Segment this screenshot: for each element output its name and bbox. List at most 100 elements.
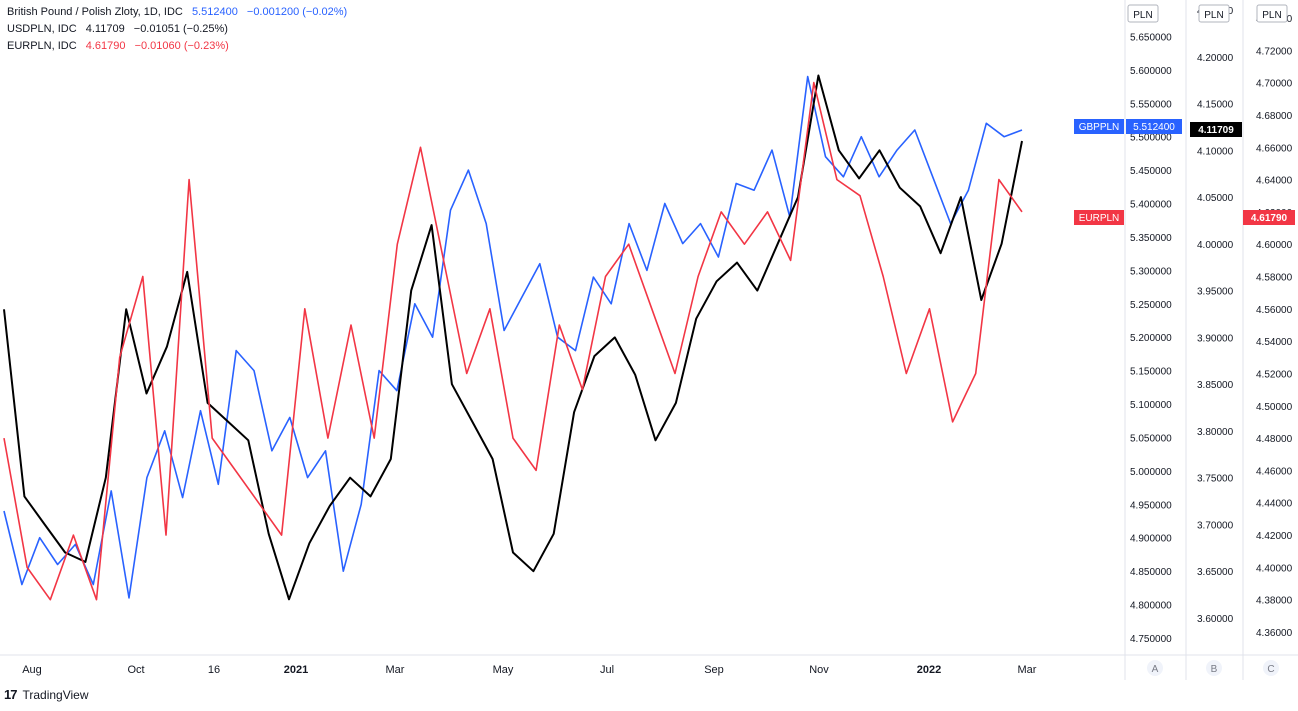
series-layer [3, 74, 1023, 601]
axis-a-letter: A [1152, 664, 1159, 675]
axis-a-tick-1: 4.800000 [1130, 601, 1172, 612]
axis-c-tick-16: 4.68000 [1256, 111, 1293, 122]
axis-a-tick-2: 4.850000 [1130, 567, 1172, 578]
usdpln-price-badge-text: 4.11709 [1198, 125, 1234, 136]
x-tick-label-8: Nov [809, 664, 829, 676]
axis-layer: 4.750000 4.800000 4.850000 4.900000 4.950000… [22, 6, 1292, 676]
axis-c-tick-3: 4.42000 [1256, 531, 1293, 542]
currency-label-b: PLN [1204, 10, 1223, 21]
x-tick-label-5: May [493, 664, 514, 676]
axis-b-tick-8: 4.00000 [1197, 240, 1234, 251]
legend-row-gbppln[interactable]: British Pound / Polish Zloty, 1D, IDC 5.… [7, 4, 353, 21]
axis-c-tick-8: 4.52000 [1256, 369, 1293, 380]
axis-c-tick-12: 4.60000 [1256, 240, 1293, 251]
legend-gbppln-change: −0.001200 (−0.02%) [246, 6, 348, 18]
axis-a-tick-9: 5.200000 [1130, 333, 1172, 344]
x-tick-label-10: Mar [1018, 664, 1037, 676]
axis-b-tick-6: 3.90000 [1197, 333, 1234, 344]
axis-c-tick-5: 4.46000 [1256, 466, 1293, 477]
axis-b-tick-9: 4.05000 [1197, 193, 1234, 204]
axis-c-letter: C [1267, 664, 1274, 675]
gbppln-name-badge [1074, 119, 1124, 134]
axis-b-tick-3: 3.75000 [1197, 474, 1234, 485]
legend-gbppln-label: British Pound / Polish Zloty, 1D, IDC [7, 6, 183, 18]
legend-row-usdpln[interactable]: USDPLN, IDC 4.11709 −0.01051 (−0.25%) [7, 21, 353, 38]
axis-a-tick-17: 5.600000 [1130, 66, 1172, 77]
x-tick-label-9: 2022 [917, 664, 941, 676]
currency-box-b[interactable] [1198, 4, 1230, 23]
axis-b-button[interactable] [1206, 660, 1222, 676]
axis-a-tick-5: 5.000000 [1130, 467, 1172, 478]
axis-a-tick-14: 5.450000 [1130, 166, 1172, 177]
gbppln-name-badge-text: GBPPLN [1079, 122, 1120, 133]
currency-label-a: PLN [1133, 10, 1152, 21]
gbppln-price-badge-text: 5.512400 [1133, 122, 1175, 133]
axis-a-tick-13: 5.400000 [1130, 200, 1172, 211]
tradingview-footer[interactable]: 17 TradingView [4, 687, 89, 702]
axis-c-tick-17: 4.70000 [1256, 79, 1293, 90]
axis-a-tick-8: 5.150000 [1130, 367, 1172, 378]
legend-usdpln-change: −0.01051 (−0.25%) [133, 23, 228, 35]
x-tick-label-2: 16 [208, 664, 220, 676]
axis-a-button[interactable] [1147, 660, 1163, 676]
series-line-usdpln [3, 74, 1023, 601]
series-line-gbppln [3, 75, 1023, 599]
axis-b-tick-10: 4.10000 [1197, 146, 1234, 157]
chart-legend: British Pound / Polish Zloty, 1D, IDC 5.… [7, 4, 353, 55]
axis-a-tick-10: 5.250000 [1130, 300, 1172, 311]
x-tick-label-6: Jul [600, 664, 614, 676]
currency-box-c[interactable] [1256, 4, 1288, 23]
axis-a-tick-6: 5.050000 [1130, 433, 1172, 444]
axis-c-tick-18: 4.72000 [1256, 46, 1293, 57]
eurpln-name-badge [1074, 210, 1124, 225]
axis-b-tick-2: 3.70000 [1197, 520, 1234, 531]
axis-a-tick-11: 5.300000 [1130, 266, 1172, 277]
axis-a-tick-18: 5.650000 [1130, 32, 1172, 43]
x-tick-label-0: Aug [22, 664, 42, 676]
legend-eurpln-label: EURPLN, IDC [7, 40, 77, 52]
x-tick-label-4: Mar [386, 664, 405, 676]
axis-a-tick-12: 5.350000 [1130, 233, 1172, 244]
axis-b-tick-0: 3.60000 [1197, 614, 1234, 625]
axis-b-tick-1: 3.65000 [1197, 567, 1234, 578]
axis-a-tick-0: 4.750000 [1130, 634, 1172, 645]
axis-a-tick-4: 4.950000 [1130, 500, 1172, 511]
axis-a-tick-16: 5.550000 [1130, 99, 1172, 110]
axis-c-tick-11: 4.58000 [1256, 273, 1293, 284]
eurpln-price-badge [1243, 210, 1295, 225]
series-line-eurpln [3, 81, 1023, 601]
axis-c-tick-14: 4.64000 [1256, 176, 1293, 187]
axis-c-tick-0: 4.36000 [1256, 628, 1293, 639]
axis-b-tick-11: 4.15000 [1197, 100, 1234, 111]
axis-b-tick-4: 3.80000 [1197, 427, 1234, 438]
x-tick-label-1: Oct [127, 664, 144, 676]
axis-c-tick-7: 4.50000 [1256, 402, 1293, 413]
eurpln-price-badge-text: 4.61790 [1251, 213, 1288, 224]
axis-b-tick-7: 3.95000 [1197, 287, 1234, 298]
axis-c-tick-6: 4.48000 [1256, 434, 1293, 445]
axis-a-tick-15: 5.500000 [1130, 133, 1172, 144]
axis-b-tick-5: 3.85000 [1197, 380, 1234, 391]
legend-row-eurpln[interactable]: EURPLN, IDC 4.61790 −0.01060 (−0.23%) [7, 38, 353, 55]
x-tick-label-7: Sep [704, 664, 724, 676]
axis-c-button[interactable] [1263, 660, 1279, 676]
currency-label-c: PLN [1262, 10, 1281, 21]
axis-c-tick-10: 4.56000 [1256, 305, 1293, 316]
tradingview-logo-icon: 17 [4, 687, 18, 702]
axis-b-letter: B [1211, 664, 1218, 675]
axis-b-tick-12: 4.20000 [1197, 53, 1234, 64]
axis-a-tick-3: 4.900000 [1130, 534, 1172, 545]
axis-c-tick-9: 4.54000 [1256, 337, 1293, 348]
legend-gbppln-value: 5.512400 [191, 6, 238, 18]
axis-c-tick-2: 4.40000 [1256, 563, 1293, 574]
usdpln-price-badge [1190, 122, 1242, 137]
eurpln-name-badge-text: EURPLN [1079, 213, 1120, 224]
currency-box-a[interactable] [1127, 4, 1159, 23]
legend-usdpln-value: 4.11709 [85, 23, 125, 35]
legend-eurpln-change: −0.01060 (−0.23%) [134, 40, 229, 52]
legend-eurpln-value: 4.61790 [85, 40, 126, 52]
axis-a-tick-7: 5.100000 [1130, 400, 1172, 411]
axis-c-tick-4: 4.44000 [1256, 499, 1293, 510]
axis-c-tick-15: 4.66000 [1256, 143, 1293, 154]
